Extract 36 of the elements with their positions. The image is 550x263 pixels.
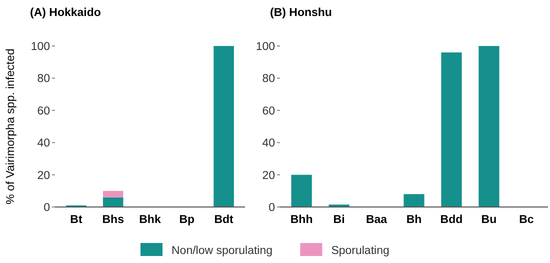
bar [404, 194, 424, 207]
x-tick-label: Bu [481, 214, 497, 226]
y-tick-label: 60 [262, 105, 275, 118]
y-tick-label: 0 [44, 202, 50, 214]
x-tick-label: Bdt [214, 214, 234, 226]
x-tick-label: Bhh [290, 214, 313, 226]
y-tick-label: 80 [37, 73, 50, 86]
x-tick-label: Bi [333, 214, 345, 226]
y-tick-label: 40 [262, 138, 275, 150]
y-axis-title: % of Vairimorpha spp. infected [5, 48, 17, 204]
y-tick-label: 100 [256, 41, 275, 54]
legend-label: Sporulating [331, 245, 390, 258]
x-tick-label: Bhk [139, 214, 162, 226]
y-tick-label: 0 [268, 202, 275, 214]
x-tick-label: Bhs [102, 214, 124, 226]
x-tick-label: Bdd [440, 214, 463, 226]
bar [291, 174, 312, 207]
bar [102, 197, 124, 207]
y-tick-label: 60 [37, 105, 50, 118]
y-tick-label: 40 [37, 138, 50, 150]
bar [102, 190, 124, 198]
legend-label: Non/low sporulating [172, 245, 273, 258]
bar [478, 46, 500, 207]
x-tick-label: Bt [70, 214, 82, 226]
y-tick-label: 20 [262, 170, 275, 182]
y-tick-label: 20 [37, 170, 50, 182]
x-tick-label: Bp [179, 214, 195, 226]
bar [214, 46, 234, 207]
chart-title: (B) Honshu [270, 7, 332, 19]
x-tick-label: Bh [406, 214, 422, 226]
x-tick-label: Baa [366, 214, 388, 226]
chart-title: (A) Hokkaido [30, 7, 101, 19]
y-tick-label: 80 [262, 73, 275, 86]
y-tick-label: 100 [30, 41, 50, 54]
x-tick-label: Bc [519, 214, 534, 226]
bar [441, 52, 462, 207]
